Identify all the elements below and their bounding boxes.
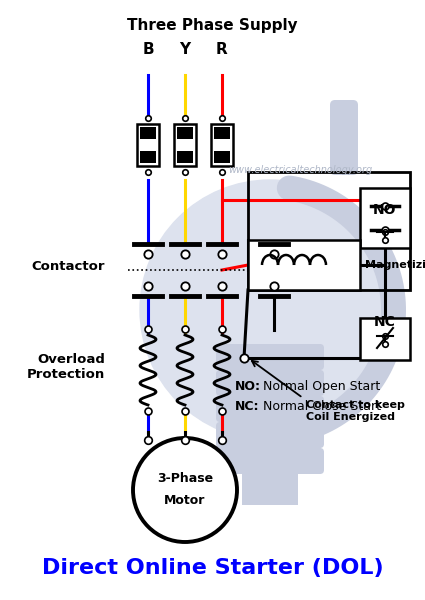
Text: Direct Online Starter (DOL): Direct Online Starter (DOL) bbox=[42, 558, 383, 578]
Text: Three Phase Supply: Three Phase Supply bbox=[127, 18, 298, 33]
FancyBboxPatch shape bbox=[242, 465, 298, 505]
Text: www.electricaltechnology.org: www.electricaltechnology.org bbox=[228, 165, 372, 175]
Text: Motor: Motor bbox=[164, 493, 206, 506]
Text: NC: NC bbox=[374, 315, 396, 329]
Text: B: B bbox=[142, 42, 154, 57]
FancyBboxPatch shape bbox=[216, 422, 324, 448]
Bar bbox=[140, 127, 156, 139]
Bar bbox=[211, 124, 233, 166]
Text: NO: NO bbox=[373, 202, 397, 217]
Text: R: R bbox=[216, 42, 228, 57]
Text: 3-Phase: 3-Phase bbox=[157, 472, 213, 485]
Text: Overload
Protection: Overload Protection bbox=[27, 353, 105, 381]
Bar bbox=[360, 187, 410, 247]
Bar bbox=[137, 124, 159, 166]
Text: Contactor: Contactor bbox=[31, 260, 105, 274]
Bar bbox=[177, 151, 193, 163]
Bar bbox=[174, 124, 196, 166]
Bar bbox=[248, 172, 410, 290]
Text: NO:: NO: bbox=[235, 380, 261, 393]
Bar bbox=[214, 127, 230, 139]
FancyBboxPatch shape bbox=[216, 344, 324, 370]
Circle shape bbox=[133, 438, 237, 542]
FancyBboxPatch shape bbox=[216, 396, 324, 422]
Text: Normal Open Start: Normal Open Start bbox=[263, 380, 380, 393]
Text: Normal Close Start: Normal Close Start bbox=[263, 400, 381, 413]
FancyBboxPatch shape bbox=[216, 370, 324, 396]
Text: Magnetizing Coil: Magnetizing Coil bbox=[365, 260, 425, 270]
Bar bbox=[140, 151, 156, 163]
Bar bbox=[177, 127, 193, 139]
Text: Contact to keep
Coil Energized: Contact to keep Coil Energized bbox=[306, 400, 405, 422]
Circle shape bbox=[140, 180, 400, 440]
FancyBboxPatch shape bbox=[216, 448, 324, 474]
FancyBboxPatch shape bbox=[330, 100, 358, 175]
Bar bbox=[214, 151, 230, 163]
Text: Y: Y bbox=[179, 42, 190, 57]
Bar bbox=[248, 240, 360, 290]
Bar bbox=[360, 318, 410, 360]
Text: NC:: NC: bbox=[235, 400, 260, 413]
